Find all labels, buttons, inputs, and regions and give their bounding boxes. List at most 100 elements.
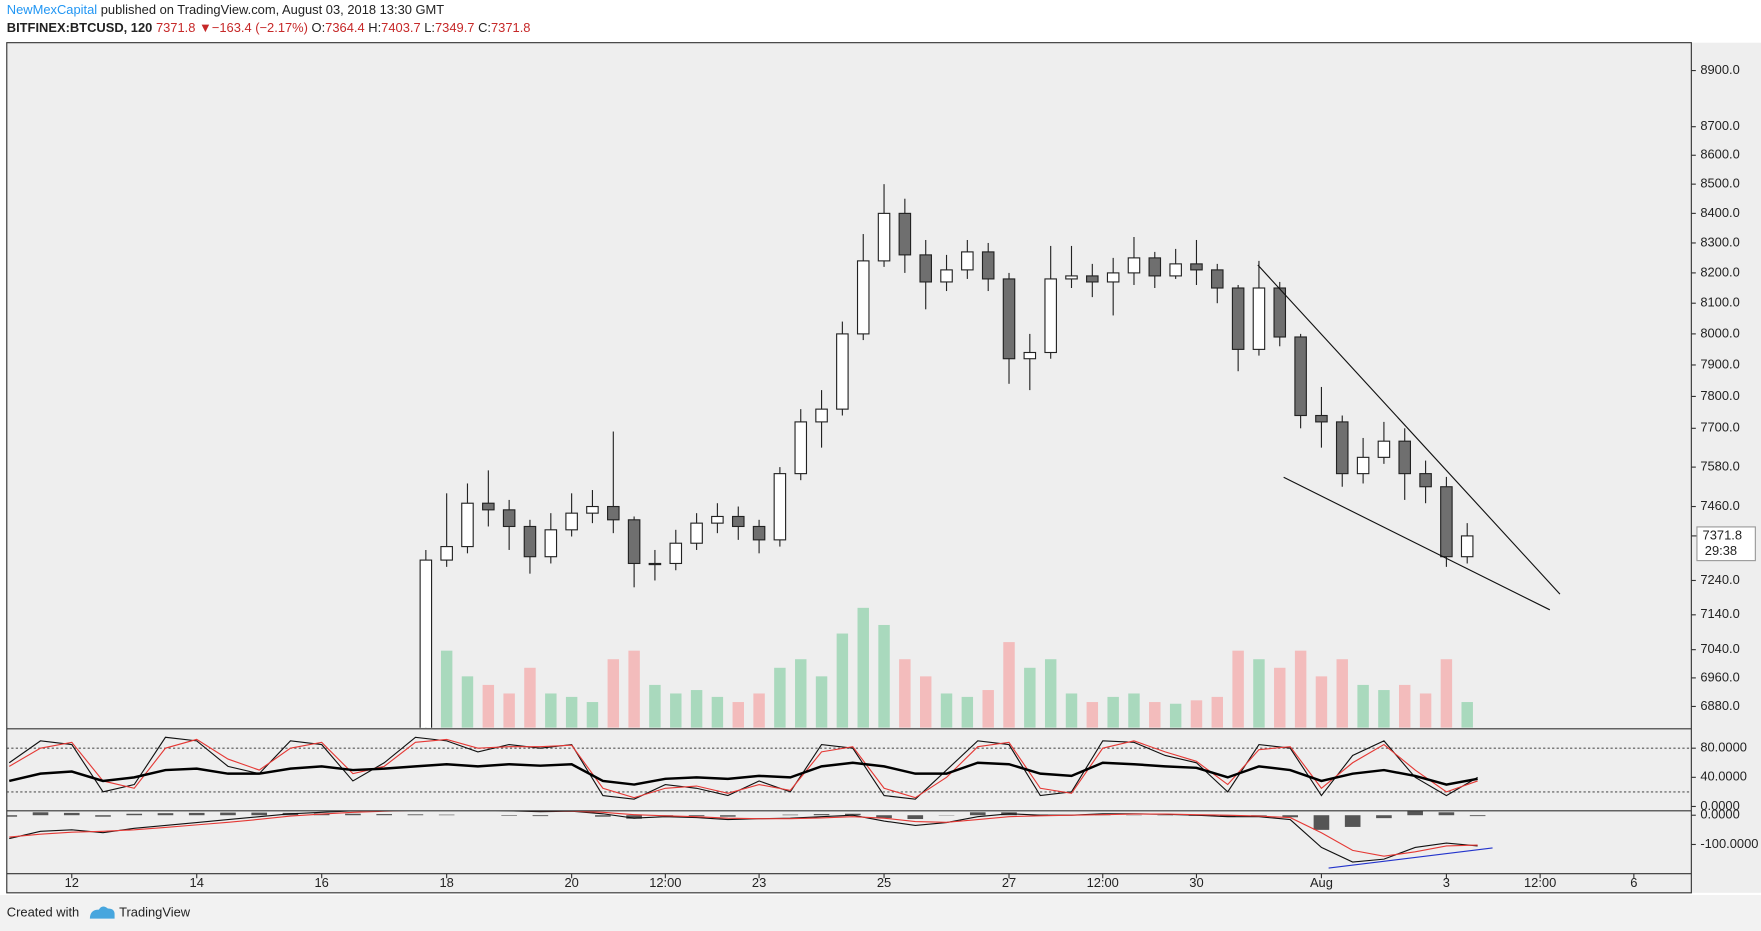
y-tick-label: 40.0000: [1700, 769, 1747, 784]
histogram-bar: [626, 815, 642, 819]
trendline: [1257, 264, 1561, 595]
y-tick-label: 8900.0: [1700, 62, 1739, 77]
volume-bar: [961, 696, 974, 728]
y-tick-label: -100.0000: [1700, 836, 1758, 851]
volume-bar: [795, 659, 807, 728]
candle-body: [1210, 269, 1224, 289]
volume-bar: [1378, 690, 1390, 728]
published: published on TradingView.com, August 03,…: [101, 3, 445, 18]
candle-body: [1127, 257, 1141, 274]
histogram-bar: [876, 815, 892, 819]
histogram-bar: [157, 813, 174, 816]
author[interactable]: NewMexCapital: [7, 3, 97, 18]
volume-bar: [753, 693, 765, 728]
y-tick-label: 7460.0: [1700, 498, 1739, 513]
candle-body: [1148, 257, 1162, 277]
histogram-bar: [63, 812, 80, 816]
volume-bar: [1211, 696, 1223, 728]
x-tick-label: 18: [439, 875, 453, 890]
histogram-bar: [720, 815, 736, 817]
volume-bar: [649, 684, 661, 728]
histogram-bar: [1407, 810, 1423, 816]
axis-bg: [1691, 42, 1761, 893]
indicator-line: [9, 810, 1478, 857]
histogram-bar: [32, 812, 49, 816]
histogram-bar: [782, 814, 799, 816]
histogram-bar: [438, 814, 455, 816]
x-tick-label: 12:00: [1524, 875, 1556, 890]
volume-bar: [628, 650, 640, 728]
volume-bar: [440, 650, 453, 728]
candle-body: [565, 512, 578, 531]
high: 7403.7: [381, 21, 420, 36]
x-tick-label: 20: [564, 875, 578, 890]
price: 7371.8: [156, 21, 195, 36]
histogram-bar: [407, 814, 424, 816]
frame: [6, 42, 1692, 894]
candle-body: [1356, 456, 1370, 475]
candle-body: [419, 559, 433, 728]
candle-body: [961, 251, 974, 271]
histogram-bar: [501, 815, 517, 816]
open: 7364.4: [325, 21, 364, 36]
indicator-line: [9, 810, 1478, 863]
candle-body: [1044, 278, 1057, 354]
volume-bar: [1003, 642, 1015, 728]
candle-body: [523, 525, 537, 558]
histogram-bar: [1313, 815, 1330, 830]
histogram-bar: [1344, 815, 1361, 827]
y-tick-label: 7580.0: [1700, 459, 1739, 474]
candle-body: [1419, 473, 1432, 488]
candle-body: [1252, 287, 1266, 350]
footer-brand[interactable]: TradingView: [119, 904, 191, 919]
volume-bar: [1274, 667, 1286, 728]
y-tick-label: 6880.0: [1700, 698, 1739, 713]
volume-bar: [1399, 684, 1411, 728]
volume-bar: [1461, 702, 1473, 728]
candle-body: [1440, 486, 1453, 558]
header-line-1: NewMexCapital published on TradingView.c…: [7, 3, 445, 18]
volume-bar: [711, 696, 724, 728]
last-price-label: 7371.8: [1703, 527, 1742, 542]
histogram-bar: [688, 815, 705, 817]
last-price-box: [1696, 526, 1756, 562]
x-tick-label: 30: [1189, 875, 1203, 890]
candle-body: [981, 251, 995, 280]
price-pane: [419, 184, 1474, 728]
y-tick-label: 8700.0: [1700, 118, 1739, 133]
change: −163.4 (−2.17%): [212, 21, 308, 36]
trendline: [1328, 847, 1493, 869]
volume-bar: [815, 676, 828, 728]
candle-body: [773, 473, 787, 541]
indicator-line: [8, 738, 1478, 799]
candle-body: [1231, 287, 1245, 350]
histogram-bar: [6, 815, 18, 817]
volume-bar: [1336, 659, 1348, 728]
candle-body: [461, 502, 474, 548]
histogram-bar: [532, 815, 549, 817]
volume-bar: [774, 667, 786, 728]
volume-bar: [461, 676, 474, 728]
header-bg: [0, 0, 1761, 43]
candle-body: [1377, 440, 1391, 458]
candle-body: [1460, 535, 1474, 558]
x-tick-label: 12:00: [649, 875, 681, 890]
x-tick-label: 27: [1002, 875, 1016, 890]
candle-body: [940, 269, 953, 283]
volume-bar: [565, 696, 578, 728]
histogram-bar: [376, 814, 392, 816]
footer-bg: [0, 895, 1761, 931]
y-tick-label: 8600.0: [1700, 147, 1739, 162]
footer-logo[interactable]: [89, 906, 115, 919]
candle-body: [877, 212, 891, 262]
oscillator-pane: [6, 736, 1692, 800]
volume-bar: [1107, 696, 1119, 728]
candle-body: [815, 408, 828, 423]
histogram-bar: [95, 815, 111, 817]
volume-bar: [1419, 693, 1432, 728]
volume-bar: [1357, 684, 1369, 728]
candle-body: [440, 546, 453, 561]
histogram-bar: [1219, 815, 1236, 817]
candle-body: [1398, 440, 1412, 475]
